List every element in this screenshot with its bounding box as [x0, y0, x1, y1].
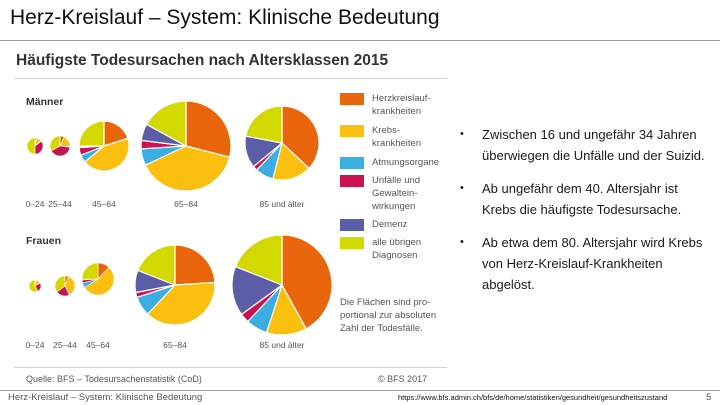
- bullet-text: Ab ungefähr dem 40. Altersjahr ist Krebs…: [482, 181, 682, 217]
- pie-slice: [26, 137, 36, 155]
- legend-swatch: [340, 219, 364, 231]
- bullet-icon: •: [460, 182, 464, 194]
- legend-label: Unfälle und Gewaltein- wirkungen: [372, 175, 421, 212]
- figure-copyright: © BFS 2017: [378, 374, 428, 384]
- pie-slice: [81, 262, 99, 280]
- figure-note: Die Flächen sind pro-portional zur absol…: [340, 297, 437, 334]
- pie-slice: [174, 244, 216, 286]
- figure-source: Quelle: BFS – Todesursachenstatistik (Co…: [26, 374, 202, 384]
- legend-label: Demenz: [372, 219, 408, 230]
- bullet-item: • Ab etwa dem 80. Altersjahr wird Krebs v…: [458, 232, 708, 295]
- age-group-label: 85 und älter: [259, 199, 305, 209]
- pie-slice: [49, 135, 61, 152]
- legend-label: Herzkreislauf- krankheiten: [372, 93, 431, 117]
- bullet-icon: •: [460, 128, 464, 140]
- age-group-label: 65–84: [174, 199, 198, 209]
- pie-slice: [137, 244, 176, 286]
- pie-slice: [83, 137, 130, 172]
- pie-slice: [281, 234, 333, 330]
- age-group-label: 45–64: [86, 340, 110, 350]
- pie-slice: [234, 234, 283, 286]
- legend-label: Krebs- krankheiten: [372, 125, 422, 149]
- legend-swatch: [340, 237, 364, 249]
- legend-swatch: [340, 175, 364, 187]
- footer-divider: [0, 390, 720, 391]
- pie-slice: [84, 266, 115, 296]
- page-number: 5: [706, 392, 712, 403]
- age-group-label: 25–44: [53, 340, 77, 350]
- bullet-list: • Zwischen 16 und ungefähr 34 Jahren über…: [458, 124, 708, 307]
- slide-title: Herz-Kreislauf – System: Klinische Bedeu…: [10, 6, 440, 29]
- age-group-label: 25–44: [48, 199, 72, 209]
- legend-swatch: [340, 157, 364, 169]
- age-group-label: 85 und älter: [259, 340, 305, 350]
- legend-swatch: [340, 93, 364, 105]
- pie-slice: [231, 265, 284, 316]
- bullet-text: Zwischen 16 und ungefähr 34 Jahren überw…: [482, 127, 705, 163]
- age-group-label: 0–24: [25, 199, 45, 209]
- pie-slice: [54, 275, 66, 293]
- pie-slice: [146, 281, 216, 326]
- figure-footer-divider: [14, 367, 447, 368]
- footer-text: Herz-Kreislauf – System: Klinische Bedeu…: [8, 392, 203, 403]
- bullet-icon: •: [460, 236, 464, 248]
- pie-slice: [78, 120, 105, 147]
- pie-slice: [145, 100, 187, 148]
- figure-title: Häufigste Todesursachen nach Altersklass…: [16, 52, 389, 69]
- figure-divider: [14, 78, 447, 79]
- legend-label: alle übrigen Diagnosen: [372, 237, 422, 261]
- age-group-label: 0–24: [25, 340, 45, 350]
- pie-slice: [28, 279, 39, 293]
- bullet-item: • Zwischen 16 und ungefähr 34 Jahren über…: [458, 124, 708, 166]
- pie-slice: [281, 105, 320, 170]
- legend-swatch: [340, 125, 364, 137]
- bullet-text: Ab etwa dem 80. Altersjahr wird Krebs vo…: [482, 235, 703, 292]
- age-group-label: 45–64: [92, 199, 116, 209]
- age-group-label: 65–84: [163, 340, 187, 350]
- pie-slice: [144, 145, 231, 192]
- group-label-frauen: Frauen: [26, 235, 62, 247]
- legend-label: Atmungsorgane: [372, 157, 440, 168]
- source-link[interactable]: https://www.bfs.admin.ch/bfs/de/home/sta…: [398, 393, 668, 402]
- title-divider: [0, 40, 720, 41]
- pie-slice: [244, 105, 283, 144]
- group-label-maenner: Männer: [26, 96, 64, 108]
- bullet-item: • Ab ungefähr dem 40. Altersjahr ist Kreb…: [458, 178, 708, 220]
- pie-slice: [185, 100, 232, 158]
